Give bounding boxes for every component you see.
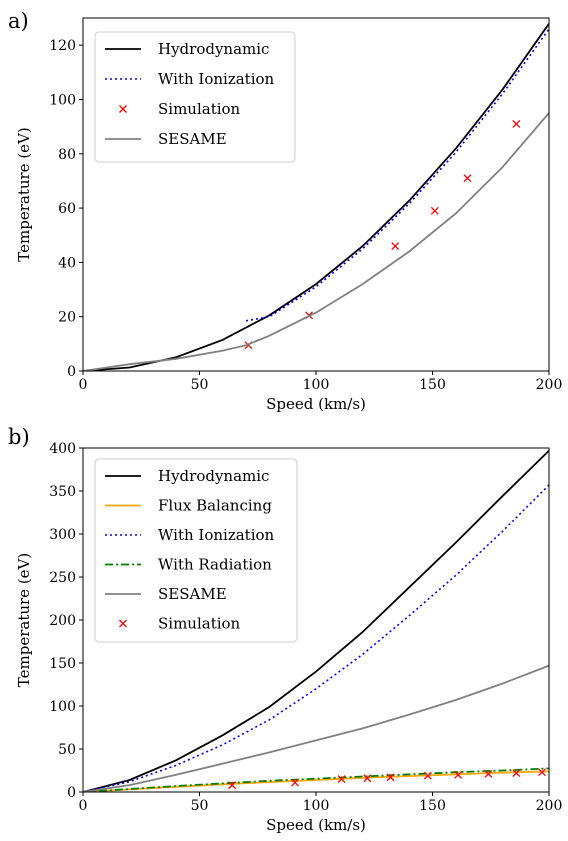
y-tick-label: 120 [49, 38, 76, 54]
legend-item: Simulation [119, 615, 241, 633]
y-tick-label: 150 [49, 656, 76, 672]
x-axis-label: Speed (km/s) [266, 395, 366, 413]
y-tick-label: 50 [58, 742, 76, 758]
marker-stroke [337, 775, 346, 784]
y-tick-label: 40 [58, 255, 76, 271]
series-line-with-ionization [245, 28, 549, 322]
legend-item: Hydrodynamic [105, 467, 269, 485]
legend-item: Hydrodynamic [105, 40, 269, 58]
marker-stroke [512, 769, 521, 778]
legend-box [94, 31, 296, 163]
legend: Hydrodynamic Flux Balancing With Ionizatio… [94, 458, 298, 643]
simulation-marker [484, 769, 493, 778]
plot-area [83, 449, 549, 792]
legend-swatch [119, 105, 127, 113]
simulation-marker [291, 778, 299, 787]
legend-label: With Radiation [158, 556, 272, 574]
simulation-marker [363, 774, 372, 783]
chart-panel-1: a) 0 50 100 150 200 0 20 40 60 80 100 120 Speed (km/s… [8, 9, 562, 413]
x-tick-label: 200 [536, 377, 563, 393]
x-tick-label: 200 [536, 798, 563, 814]
y-tick-label: 20 [58, 310, 76, 326]
legend-label: With Ionization [158, 526, 275, 544]
legend-label: Simulation [158, 615, 241, 633]
y-tick-label: 100 [49, 699, 76, 715]
legend-label: Hydrodynamic [158, 467, 269, 485]
simulation-marker [386, 773, 395, 782]
y-tick-label: 60 [58, 201, 76, 217]
legend-box [94, 458, 298, 643]
legend-label: SESAME [158, 585, 227, 603]
x-tick-label: 50 [191, 377, 209, 393]
marker-stroke [386, 773, 395, 782]
x-tick-label: 100 [303, 798, 330, 814]
panel-label: b) [8, 425, 30, 449]
marker-stroke [430, 206, 439, 215]
series-line-with-ionization [83, 484, 549, 792]
legend-label: SESAME [158, 130, 227, 148]
y-axis-label: Temperature (eV) [15, 127, 33, 261]
legend-item: SESAME [105, 130, 227, 148]
legend-label: Flux Balancing [158, 497, 272, 515]
y-tick-label: 200 [49, 613, 76, 629]
legend-item: SESAME [105, 585, 227, 603]
y-tick-label: 80 [58, 147, 76, 163]
marker-stroke [291, 778, 299, 787]
y-tick-label: 0 [67, 785, 76, 801]
x-tick-label: 150 [419, 798, 446, 814]
panel-label: a) [8, 9, 29, 33]
simulation-marker [337, 775, 346, 784]
marker-stroke [423, 771, 432, 780]
x-tick-label: 50 [191, 798, 209, 814]
simulation-marker [228, 781, 237, 790]
simulation-marker [423, 771, 432, 780]
legend-item: Simulation [119, 100, 241, 118]
legend-swatch [119, 619, 127, 628]
marker-stroke [538, 768, 546, 777]
y-tick-label: 0 [67, 364, 76, 380]
y-tick-label: 350 [49, 484, 76, 500]
series-line-hydrodynamic [83, 449, 549, 792]
x-tick-label: 150 [419, 377, 446, 393]
marker-stroke [484, 769, 493, 778]
legend-item: With Ionization [105, 70, 275, 88]
marker-stroke [463, 174, 472, 183]
series-line-with-radiation [83, 767, 549, 792]
legend-item: Flux Balancing [105, 497, 272, 515]
legend-item: With Radiation [105, 556, 272, 574]
y-axis-label: Temperature (eV) [15, 553, 33, 687]
marker-stroke [363, 774, 372, 783]
series-line-sesame [83, 112, 549, 371]
legend-label: Simulation [158, 100, 241, 118]
y-tick-label: 250 [49, 570, 76, 586]
legend: Hydrodynamic With Ionization Simulation SES… [94, 31, 296, 163]
marker-stroke [454, 770, 463, 779]
legend-label: Hydrodynamic [158, 40, 269, 58]
simulation-marker [512, 119, 521, 128]
series-line-sesame [83, 664, 549, 792]
y-tick-label: 400 [49, 441, 76, 457]
x-tick-label: 0 [79, 798, 88, 814]
y-tick-label: 300 [49, 527, 76, 543]
legend-label: With Ionization [158, 70, 275, 88]
marker-stroke [512, 119, 521, 128]
plot-area [83, 23, 549, 371]
simulation-marker [512, 769, 521, 778]
y-tick-label: 100 [49, 92, 76, 108]
x-tick-label: 100 [303, 377, 330, 393]
legend-item: With Ionization [105, 526, 275, 544]
simulation-marker [391, 242, 400, 251]
x-axis-label: Speed (km/s) [266, 816, 366, 834]
simulation-marker [454, 770, 463, 779]
simulation-marker [463, 174, 472, 183]
x-tick-label: 0 [79, 377, 88, 393]
marker-stroke [391, 242, 400, 251]
simulation-marker [538, 768, 546, 777]
simulation-marker [430, 206, 439, 215]
series-line-flux-balancing [83, 770, 549, 792]
marker-stroke [228, 781, 237, 790]
chart-panel-2: b) 0 50 100 150 200 0 50 100 150 200 250 300 350 400 Sp… [8, 425, 562, 834]
